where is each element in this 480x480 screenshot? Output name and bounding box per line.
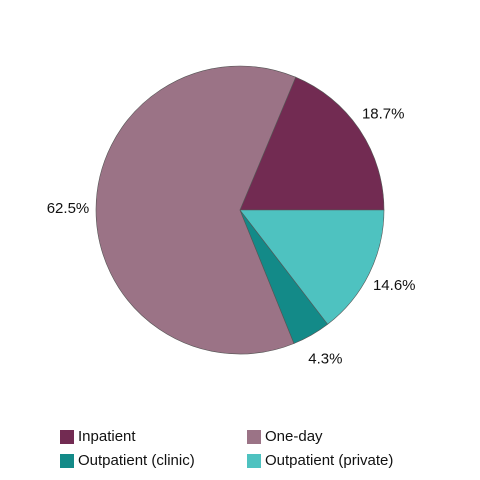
- legend-swatch: [247, 430, 261, 444]
- legend-swatch: [60, 454, 74, 468]
- pie-slice: [239, 209, 385, 325]
- legend-label: One-day: [265, 428, 323, 445]
- data-label: 62.5%: [47, 200, 90, 217]
- data-label: 18.7%: [362, 106, 405, 123]
- legend-swatch: [60, 430, 74, 444]
- legend-label: Inpatient: [78, 428, 136, 445]
- legend-label: Outpatient (clinic): [78, 452, 195, 469]
- data-label: 14.6%: [373, 277, 416, 294]
- legend-label: Outpatient (private): [265, 452, 393, 469]
- data-label: 4.3%: [308, 350, 342, 367]
- legend-swatch: [247, 454, 261, 468]
- pie-slice: [239, 76, 385, 211]
- pie-slice: [95, 65, 297, 355]
